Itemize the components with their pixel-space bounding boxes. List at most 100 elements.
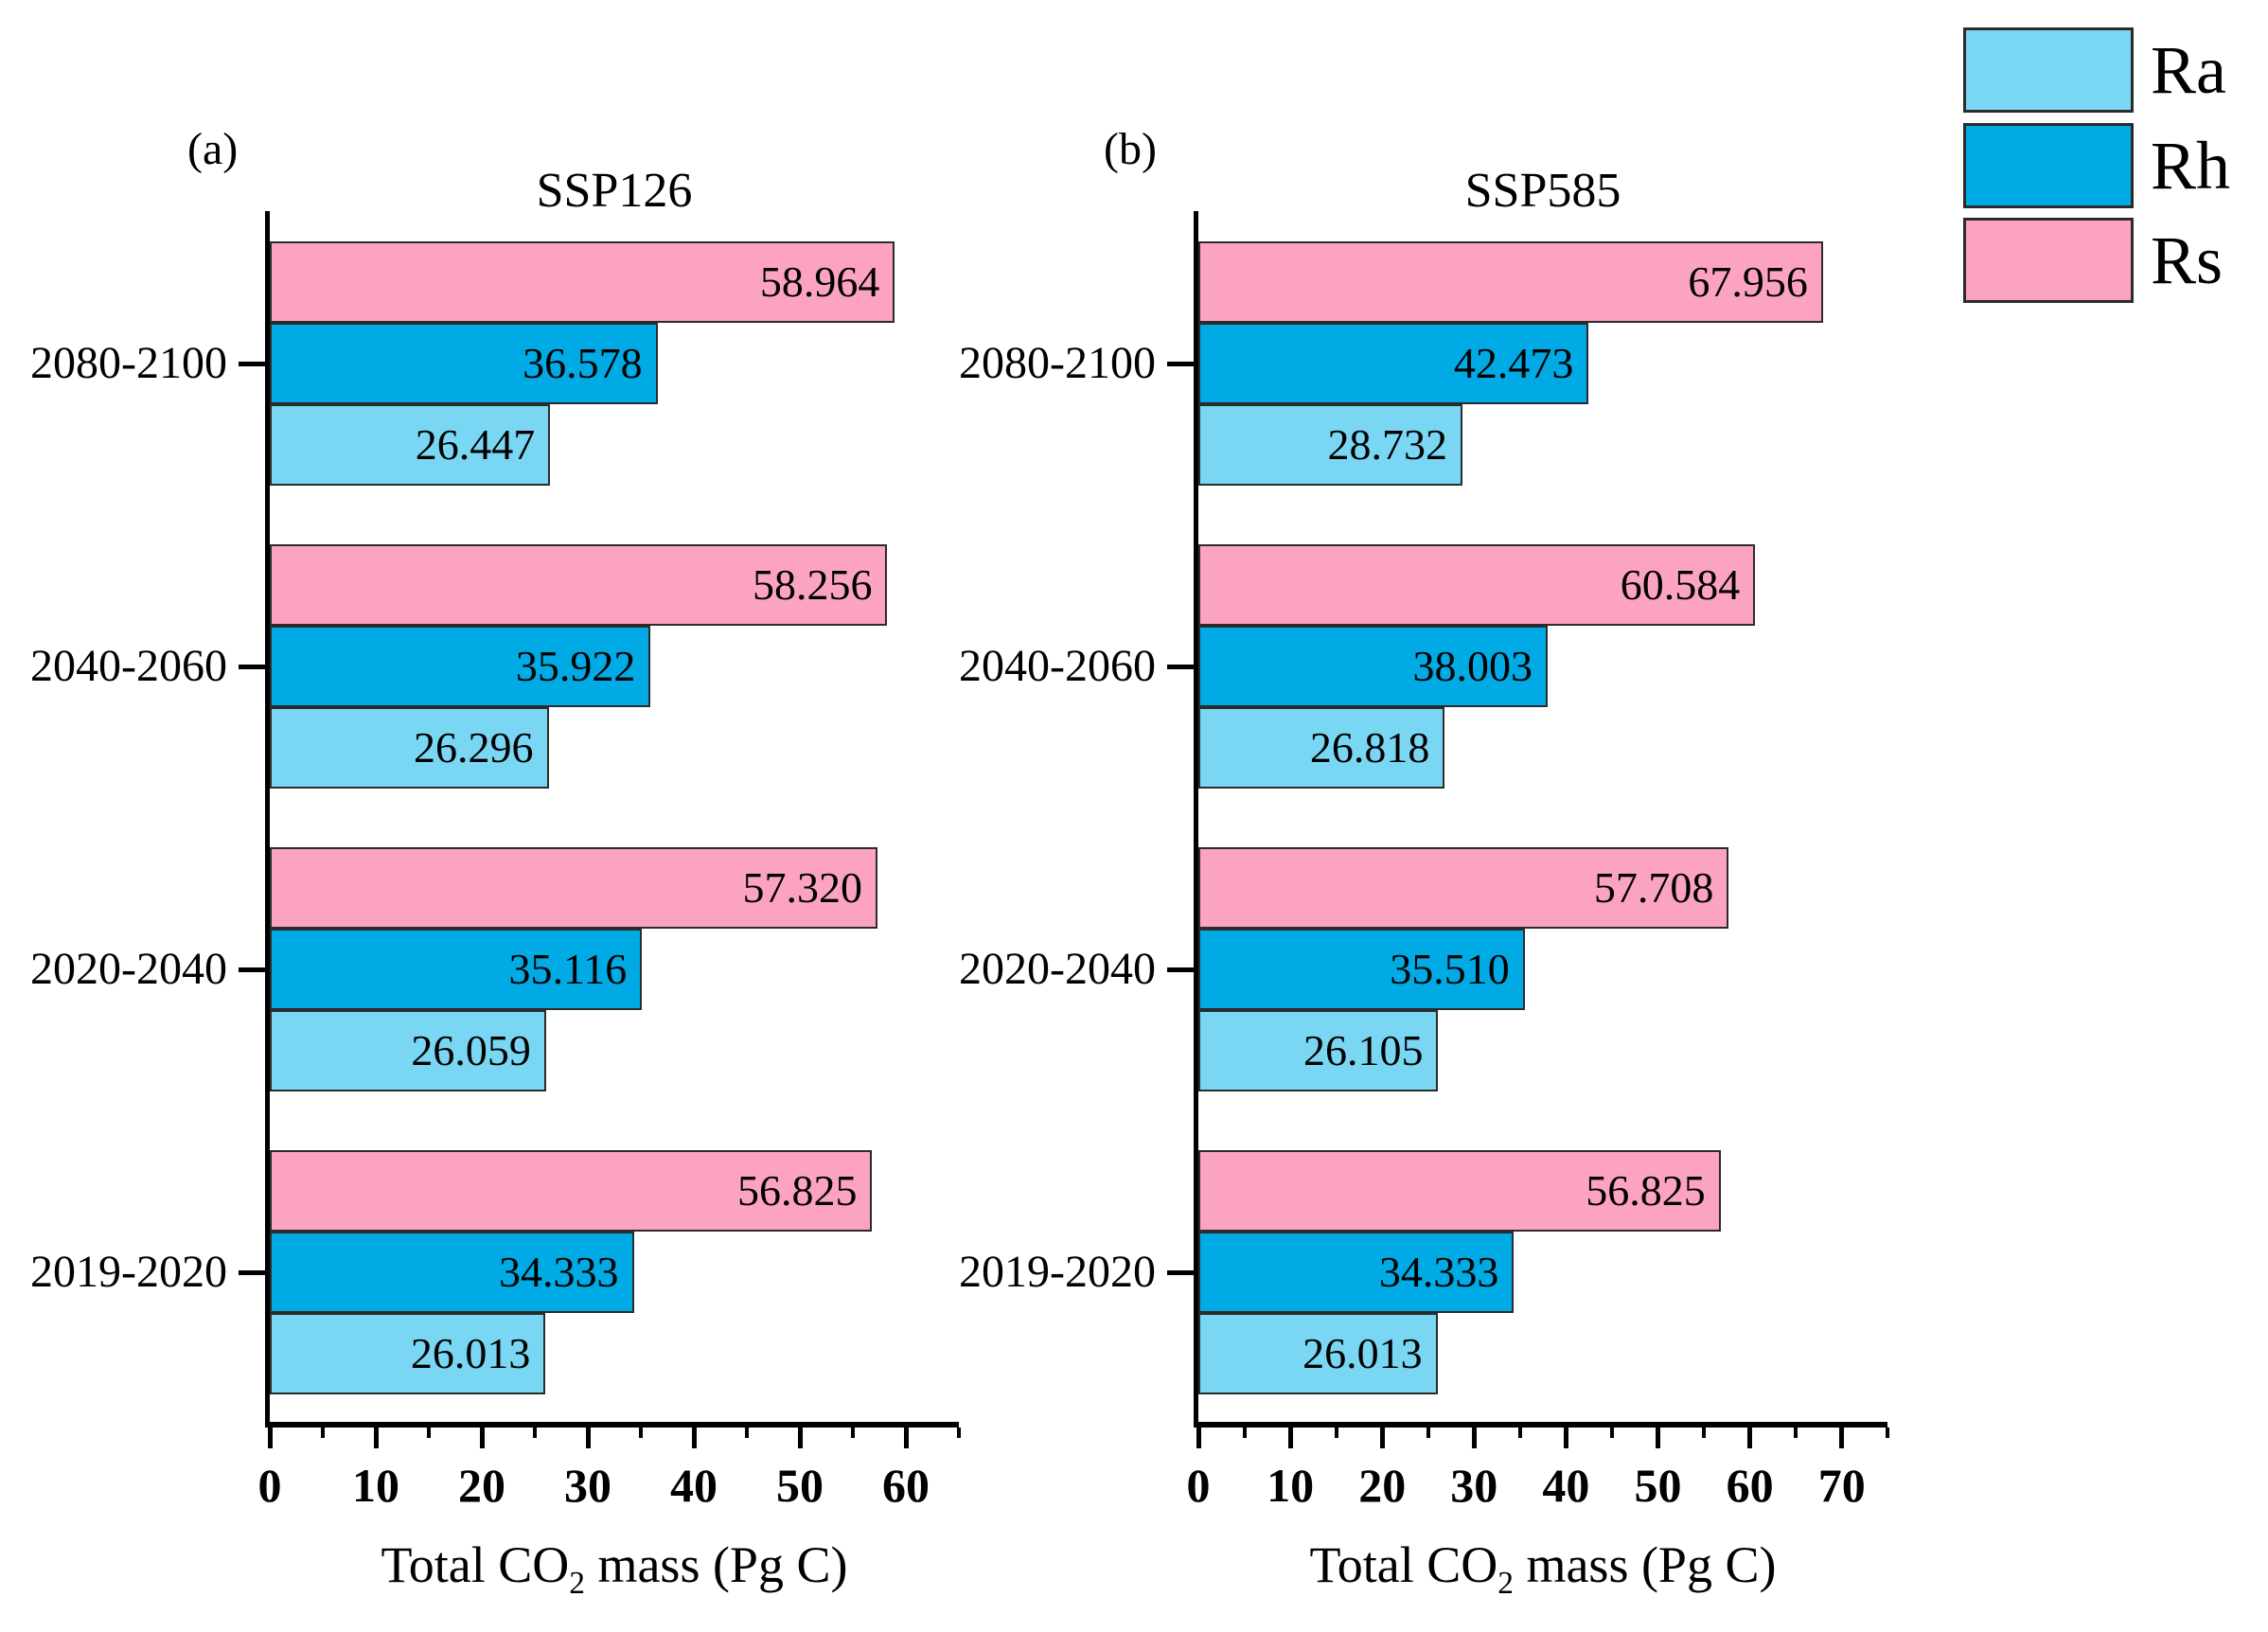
bar-value-label: 26.105 [1302, 1026, 1424, 1074]
y-axis-line [1194, 211, 1198, 1428]
bar-value-label: 28.732 [1327, 420, 1447, 469]
bar-ra [1198, 1010, 1439, 1091]
xaxis-title-pre: Total CO [381, 1536, 570, 1593]
bar-rs [1198, 1150, 1721, 1232]
x-tick-label: 0 [1186, 1459, 1211, 1512]
bar-value-label: 56.825 [736, 1166, 858, 1215]
y-tick [1167, 1269, 1194, 1275]
y-tick-label: 2080-2100 [30, 338, 227, 388]
y-tick-label: 2019-2020 [30, 1247, 227, 1297]
x-tick-label: 40 [1542, 1459, 1590, 1512]
x-tick-label: 50 [1634, 1459, 1682, 1512]
bar-rs [270, 241, 895, 323]
xaxis-title-post: mass (Pg C) [584, 1536, 848, 1593]
bar-rh [1198, 323, 1589, 404]
x-major-tick [1656, 1428, 1660, 1448]
x-tick-label: 70 [1817, 1459, 1866, 1512]
y-tick-label: 2040-2060 [30, 641, 227, 691]
x-minor-tick [745, 1428, 749, 1438]
bar-value-label: 34.333 [499, 1248, 619, 1296]
bar-value-label: 42.473 [1453, 339, 1574, 387]
x-minor-tick [851, 1428, 855, 1438]
bar-value-label: 35.510 [1390, 945, 1510, 993]
bar-value-label: 36.578 [523, 339, 643, 387]
x-tick-label: 30 [564, 1459, 611, 1512]
bar-value-label: 26.013 [410, 1329, 531, 1377]
x-tick-label: 10 [352, 1459, 399, 1512]
y-tick-label: 2020-2040 [30, 944, 227, 994]
bar-rh [270, 626, 651, 707]
bar-value-label: 56.825 [1586, 1166, 1706, 1215]
panel-b-label: (b) [1104, 124, 1157, 174]
x-axis-line [1194, 1422, 1888, 1428]
bar-ra [270, 1313, 546, 1394]
x-minor-tick [1702, 1428, 1707, 1438]
x-tick-label: 60 [1726, 1459, 1774, 1512]
y-tick [1167, 967, 1194, 972]
x-minor-tick [533, 1428, 537, 1438]
x-minor-tick [1794, 1428, 1798, 1438]
x-major-tick [1839, 1428, 1845, 1448]
bar-rh [270, 929, 643, 1010]
bar-rh [1198, 1232, 1515, 1313]
x-tick-label: 30 [1450, 1459, 1498, 1512]
bar-rs [270, 1150, 873, 1232]
xaxis-title-pre: Total CO [1309, 1536, 1498, 1593]
y-tick [239, 664, 265, 669]
bar-ra [270, 1010, 546, 1091]
x-minor-tick [1517, 1428, 1522, 1438]
x-tick-label: 20 [458, 1459, 505, 1512]
x-minor-tick [321, 1428, 325, 1438]
x-major-tick [373, 1428, 379, 1448]
bar-value-label: 34.333 [1378, 1248, 1499, 1296]
panel-b-title: SSP585 [1464, 164, 1621, 218]
x-minor-tick [1886, 1428, 1890, 1438]
bar-rh [270, 323, 658, 404]
bar-ra [270, 707, 549, 789]
bar-value-label: 67.956 [1688, 257, 1808, 306]
legend-swatch-ra [1963, 27, 2134, 113]
x-major-tick [479, 1428, 485, 1448]
bar-rh [1198, 626, 1548, 707]
bar-rs [1198, 241, 1823, 323]
x-tick-label: 10 [1267, 1459, 1315, 1512]
legend-label-rs: Rs [2151, 222, 2224, 298]
y-tick [239, 967, 265, 972]
y-tick-label: 2040-2060 [959, 641, 1156, 691]
panel-a-title: SSP126 [536, 164, 693, 218]
x-axis-line [265, 1422, 959, 1428]
bar-value-label: 57.320 [742, 863, 862, 912]
bar-value-label: 57.708 [1593, 863, 1714, 912]
x-major-tick [1196, 1428, 1201, 1448]
x-minor-tick [1609, 1428, 1614, 1438]
bar-rs [270, 847, 877, 929]
bar-value-label: 26.013 [1302, 1329, 1423, 1377]
legend-label-rh: Rh [2151, 128, 2231, 204]
bar-value-label: 26.296 [414, 723, 534, 772]
x-minor-tick [1334, 1428, 1338, 1438]
y-tick [1167, 664, 1194, 669]
x-major-tick [903, 1428, 909, 1448]
x-major-tick [1563, 1428, 1568, 1448]
xaxis-title-subscript: 2 [569, 1565, 585, 1601]
x-minor-tick [1426, 1428, 1430, 1438]
x-major-tick [1287, 1428, 1293, 1448]
x-minor-tick [1242, 1428, 1247, 1438]
x-minor-tick [427, 1428, 431, 1438]
x-major-tick [797, 1428, 803, 1448]
x-tick-label: 0 [257, 1459, 282, 1512]
y-axis-line [265, 211, 270, 1428]
bar-value-label: 35.922 [515, 642, 636, 690]
x-major-tick [691, 1428, 697, 1448]
y-tick [239, 361, 265, 366]
bar-value-label: 58.964 [759, 257, 880, 306]
bar-value-label: 26.447 [415, 420, 536, 469]
bar-value-label: 26.059 [411, 1026, 531, 1074]
x-tick-label: 60 [882, 1459, 930, 1512]
x-minor-tick [957, 1428, 961, 1438]
x-minor-tick [639, 1428, 643, 1438]
bar-rh [1198, 929, 1525, 1010]
bar-value-label: 35.116 [508, 945, 628, 993]
bar-ra [1198, 404, 1462, 486]
